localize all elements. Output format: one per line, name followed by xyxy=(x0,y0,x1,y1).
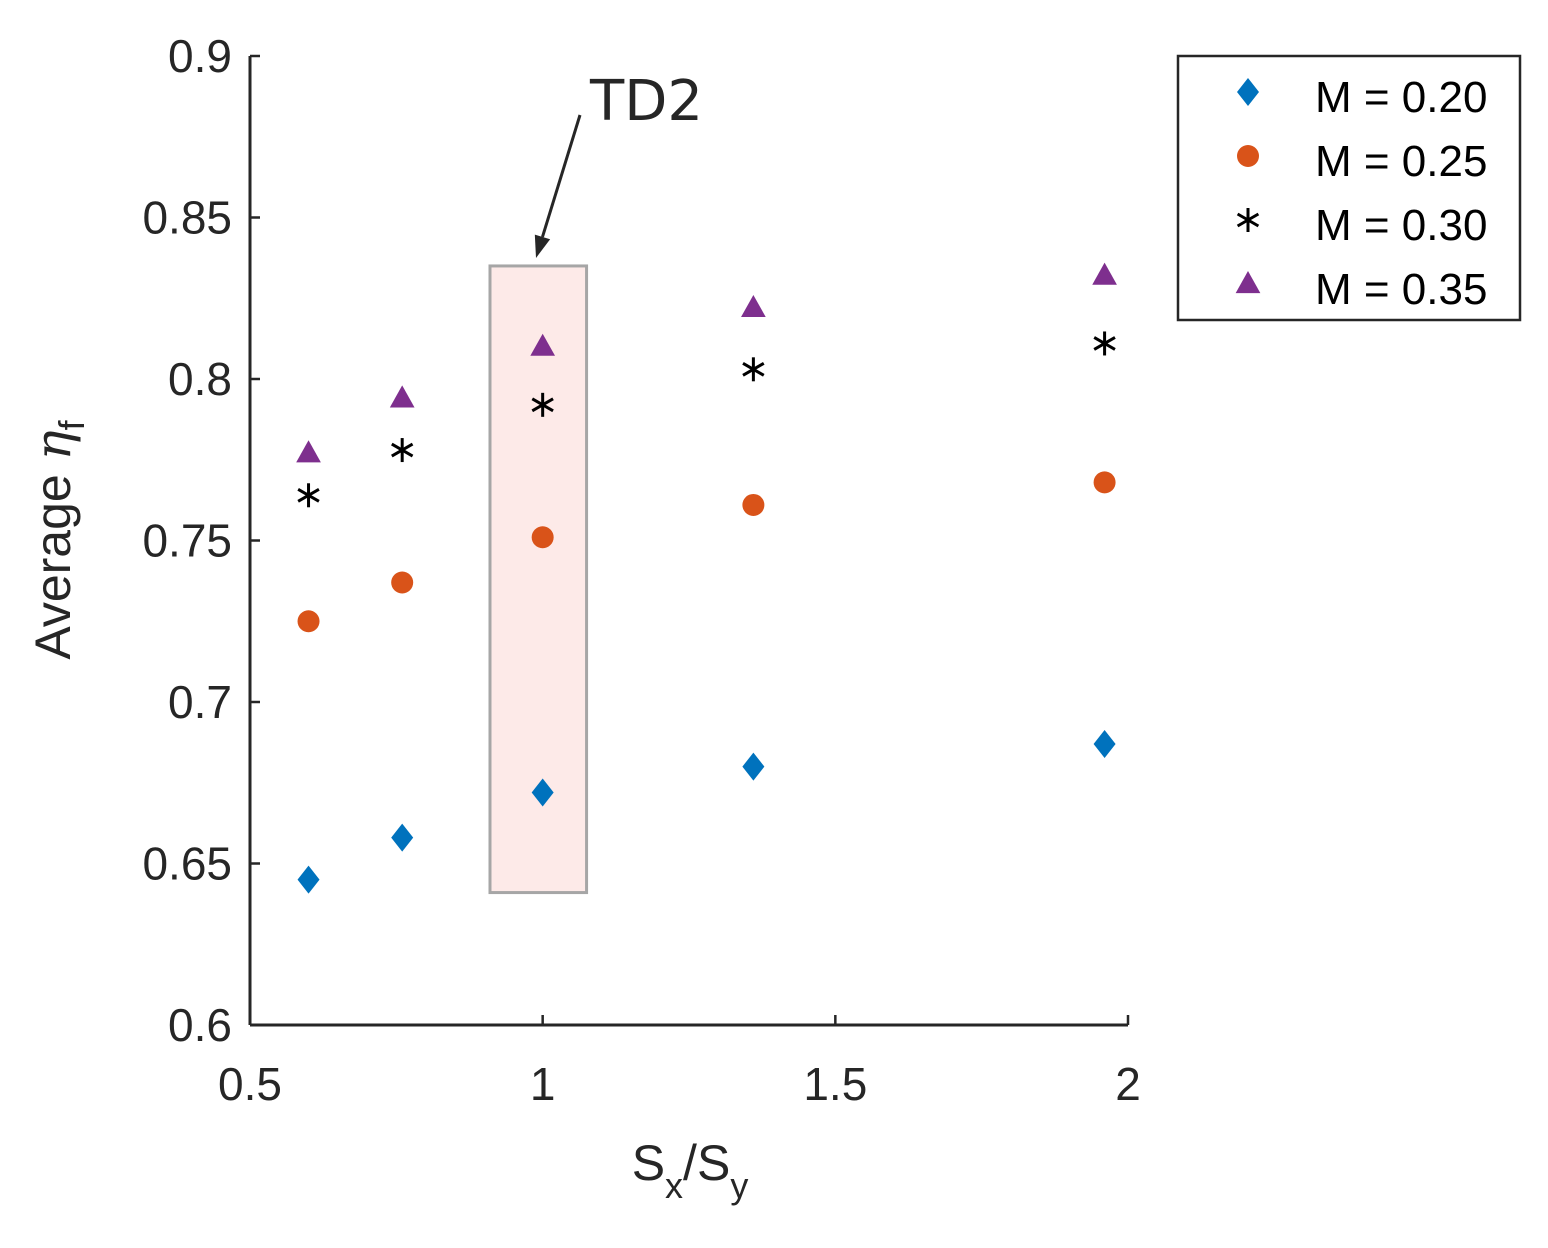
data-point xyxy=(1093,729,1116,758)
y-tick-label: 0.9 xyxy=(168,30,232,82)
data-point xyxy=(1092,262,1117,285)
data-point xyxy=(742,357,765,382)
data-point xyxy=(391,823,414,852)
data-point xyxy=(742,752,765,781)
legend: M = 0.20 M = 0.25 M = 0.30 M = 0.35 xyxy=(1176,54,1522,322)
y-ticks: 0.6 0.65 0.7 0.75 0.8 0.85 0.9 xyxy=(142,30,260,1051)
x-ticks: 0.5 1 1.5 2 xyxy=(218,1015,1141,1110)
x-tick-label: 2 xyxy=(1115,1058,1141,1110)
data-point xyxy=(531,392,554,417)
data-point xyxy=(531,526,554,549)
series-m-0-30 xyxy=(297,331,1116,508)
x-label-sep: / xyxy=(683,1135,697,1191)
y-tick-label: 0.6 xyxy=(168,999,232,1051)
y-axis-label: Average ηf xyxy=(24,419,92,659)
x-label-sub1: x xyxy=(665,1165,683,1206)
legend-marker xyxy=(1236,208,1260,232)
x-label-sub2: y xyxy=(730,1165,748,1206)
legend-label: M = 0.30 xyxy=(1315,201,1487,250)
x-axis-label: Sx/Sy xyxy=(632,1135,749,1206)
data-point xyxy=(530,333,556,356)
y-label-prefix: Average xyxy=(25,460,81,659)
legend-label: M = 0.35 xyxy=(1315,265,1487,314)
legend-marker xyxy=(1235,271,1261,294)
legend-marker xyxy=(1237,145,1259,167)
td2-annotation-label: TD2 xyxy=(589,69,703,134)
data-point xyxy=(296,440,321,463)
x-label-base2: S xyxy=(697,1135,730,1191)
td2-arrowhead xyxy=(534,234,551,258)
x-tick-label: 0.5 xyxy=(218,1058,282,1110)
data-point xyxy=(297,483,320,508)
legend-box xyxy=(1176,54,1522,322)
y-tick-label: 0.75 xyxy=(142,515,232,567)
y-tick-label: 0.7 xyxy=(168,676,232,728)
y-tick-label: 0.8 xyxy=(168,353,232,405)
td2-arrow xyxy=(541,114,582,238)
data-point xyxy=(742,493,765,516)
y-label-sub: f xyxy=(51,419,92,430)
data-point xyxy=(391,438,414,463)
axes xyxy=(248,56,1128,1027)
data-point xyxy=(391,571,414,594)
series-m-0-20 xyxy=(297,729,1116,894)
legend-label: M = 0.20 xyxy=(1315,73,1487,122)
y-label-symbol: η xyxy=(24,430,82,460)
legend-label: M = 0.25 xyxy=(1315,137,1487,186)
x-tick-label: 1.5 xyxy=(803,1058,867,1110)
data-point xyxy=(389,385,415,408)
data-markers xyxy=(296,262,1117,894)
data-point xyxy=(531,778,554,807)
data-point xyxy=(297,865,320,894)
data-point xyxy=(1093,471,1116,494)
series-m-0-25 xyxy=(297,471,1116,633)
legend-marker xyxy=(1237,78,1259,106)
data-point xyxy=(1093,331,1116,356)
data-point xyxy=(741,294,766,318)
y-tick-label: 0.85 xyxy=(142,192,232,244)
series-m-0-35 xyxy=(296,262,1117,463)
x-label-base1: S xyxy=(632,1135,665,1191)
y-tick-label: 0.65 xyxy=(142,838,232,890)
x-tick-label: 1 xyxy=(530,1058,556,1110)
data-point xyxy=(297,610,320,633)
